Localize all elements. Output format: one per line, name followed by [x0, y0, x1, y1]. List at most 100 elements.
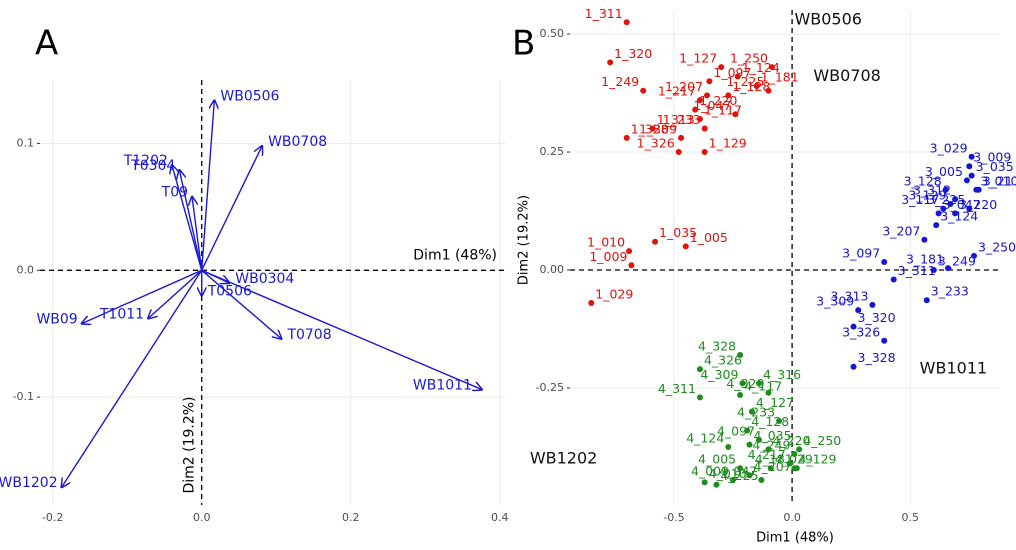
- point-label: 3_312: [913, 183, 951, 198]
- point-label: 3_217: [983, 173, 1016, 188]
- point-label: 3_328: [858, 350, 896, 365]
- arrow-label: WB0506: [220, 88, 279, 104]
- point-label: 1_207: [665, 79, 703, 94]
- point-label: 1_328: [631, 121, 669, 136]
- y-tick-label: 0.25: [540, 145, 565, 158]
- point: [701, 149, 708, 156]
- point-label: 1_009: [589, 249, 627, 264]
- variable-label: WB0708: [813, 66, 881, 85]
- point: [971, 252, 978, 259]
- point-label: 1_309: [639, 121, 677, 136]
- point: [675, 149, 682, 156]
- point-label: 1_217: [658, 84, 696, 99]
- arrow: [201, 269, 482, 389]
- x-tick-label: 0.5: [901, 511, 919, 524]
- point: [682, 243, 689, 250]
- point-label: 3_035: [976, 159, 1014, 174]
- point: [940, 205, 947, 212]
- point-label: 3_249: [938, 254, 976, 269]
- point-label: 4_035: [754, 428, 792, 443]
- point-label: 3_124: [940, 209, 978, 224]
- point-label: 1_097: [713, 65, 751, 80]
- point: [753, 82, 760, 89]
- point-label: 4_249: [752, 438, 790, 453]
- point: [850, 363, 857, 370]
- point-label: 4_220: [772, 433, 810, 448]
- point: [713, 481, 720, 488]
- point-label: 3_313: [830, 288, 868, 303]
- point-label: 1_117: [704, 103, 742, 118]
- arrow-label: T09: [161, 185, 188, 201]
- point-label: 1_047: [693, 98, 731, 113]
- point: [935, 210, 942, 217]
- point: [701, 479, 708, 486]
- point-label: 4_009: [691, 463, 729, 478]
- point-label: 4_233: [737, 405, 775, 420]
- point: [791, 451, 798, 458]
- point: [678, 134, 685, 141]
- point-label: 3_309: [816, 294, 854, 309]
- point-label: 3_320: [858, 310, 896, 325]
- arrow-label: T0304: [130, 158, 175, 174]
- point-label: 4_328: [698, 338, 736, 353]
- point: [739, 380, 746, 387]
- point-label: 3_117: [901, 192, 939, 207]
- point: [696, 366, 703, 373]
- point-label: 4_225: [720, 468, 758, 483]
- point: [734, 73, 741, 80]
- point-label: 4_217: [748, 447, 786, 462]
- point: [701, 125, 708, 132]
- x-tick-label: 0.4: [491, 511, 509, 524]
- arrow-label: T1011: [99, 307, 144, 323]
- arrow: [201, 100, 215, 271]
- point: [963, 177, 970, 184]
- point-label: 1_029: [595, 287, 633, 302]
- point-label: 4_097: [717, 423, 755, 438]
- point-label: 1_129: [709, 136, 747, 151]
- point-label: 1_010: [587, 235, 625, 250]
- arrow-label: WB1011: [413, 378, 472, 394]
- point: [793, 465, 800, 472]
- point: [623, 19, 630, 26]
- y-tick-label: 0.50: [540, 27, 565, 40]
- point-label: 4_117: [744, 379, 782, 394]
- point-label: 4_250: [803, 433, 841, 448]
- point: [796, 446, 803, 453]
- point: [746, 472, 753, 479]
- point: [607, 59, 614, 66]
- x-axis-label: Dim1 (48%): [756, 531, 834, 546]
- variable-label: WB0506: [794, 9, 862, 28]
- point: [765, 446, 772, 453]
- point-label: 1_320: [614, 46, 652, 61]
- point: [933, 222, 940, 229]
- point: [952, 210, 959, 217]
- point-label: 3_207: [882, 223, 920, 238]
- point-label: 3_233: [931, 284, 969, 299]
- arrow-label: WB0708: [268, 134, 327, 150]
- point-label: 4_128: [751, 414, 789, 429]
- point: [769, 64, 776, 71]
- point-label: 1_124: [742, 60, 780, 75]
- point: [737, 465, 744, 472]
- arrow-label: WB0304: [235, 271, 294, 287]
- point-label: 1_181: [761, 69, 799, 84]
- arrow: [201, 269, 282, 339]
- point: [881, 258, 888, 265]
- point: [748, 408, 755, 415]
- point-label: 4_124: [686, 430, 724, 445]
- point: [968, 153, 975, 160]
- y-tick-label: 0.00: [540, 263, 565, 276]
- point-label: 4_311: [658, 381, 696, 396]
- y-tick-label: -0.1: [13, 390, 34, 403]
- point-label: 3_005: [925, 164, 963, 179]
- panel-label: B: [512, 24, 535, 64]
- point: [758, 476, 765, 483]
- point-label: 4_309: [700, 367, 738, 382]
- point-label: 3_225: [927, 192, 965, 207]
- point: [652, 238, 659, 245]
- point-label: 3_250: [978, 239, 1016, 254]
- arrow: [179, 170, 203, 271]
- point: [725, 92, 732, 99]
- point: [786, 460, 793, 467]
- point: [850, 323, 857, 330]
